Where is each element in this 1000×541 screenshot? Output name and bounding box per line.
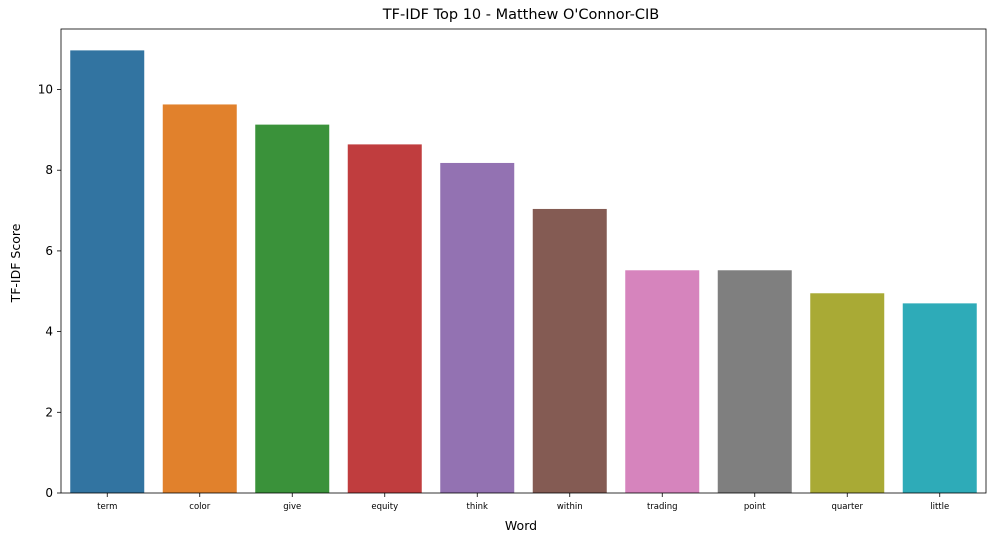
bar-give — [255, 124, 330, 493]
x-tick-label: quarter — [831, 502, 863, 512]
y-tick-label: 4 — [45, 325, 53, 339]
bar-color — [162, 104, 237, 493]
plot-frame — [60, 28, 987, 494]
bar-within — [532, 208, 607, 494]
x-tick-label: equity — [371, 502, 398, 512]
y-tick-label: 0 — [45, 486, 53, 500]
chart-title: TF-IDF Top 10 - Matthew O'Connor-CIB — [382, 7, 659, 23]
x-axis: term color give equity think within trading poi… — [97, 493, 949, 512]
bar-quarter — [810, 293, 885, 493]
x-tick-label: point — [744, 502, 766, 512]
y-axis-label: TF-IDF Score — [8, 223, 23, 303]
x-tick-label: little — [930, 502, 949, 512]
x-tick-label: think — [467, 502, 488, 512]
x-axis-label: Word — [505, 518, 537, 533]
x-tick-label: trading — [647, 502, 678, 512]
x-tick-label: color — [189, 502, 210, 512]
y-tick-label: 2 — [45, 405, 53, 419]
x-tick-label: give — [283, 502, 301, 512]
bar-point — [717, 270, 792, 493]
bar-trading — [625, 270, 700, 493]
bar-little — [902, 303, 977, 493]
y-axis: 0 2 4 6 8 10 — [38, 83, 61, 500]
bars-group — [70, 50, 977, 494]
y-tick-label: 6 — [45, 244, 53, 258]
y-tick-label: 10 — [38, 83, 53, 97]
x-tick-label: within — [557, 502, 583, 512]
bar-equity — [347, 144, 422, 493]
x-tick-label: term — [97, 502, 117, 512]
y-tick-label: 8 — [45, 163, 53, 177]
bar-term — [70, 50, 145, 494]
bar-think — [440, 162, 515, 494]
